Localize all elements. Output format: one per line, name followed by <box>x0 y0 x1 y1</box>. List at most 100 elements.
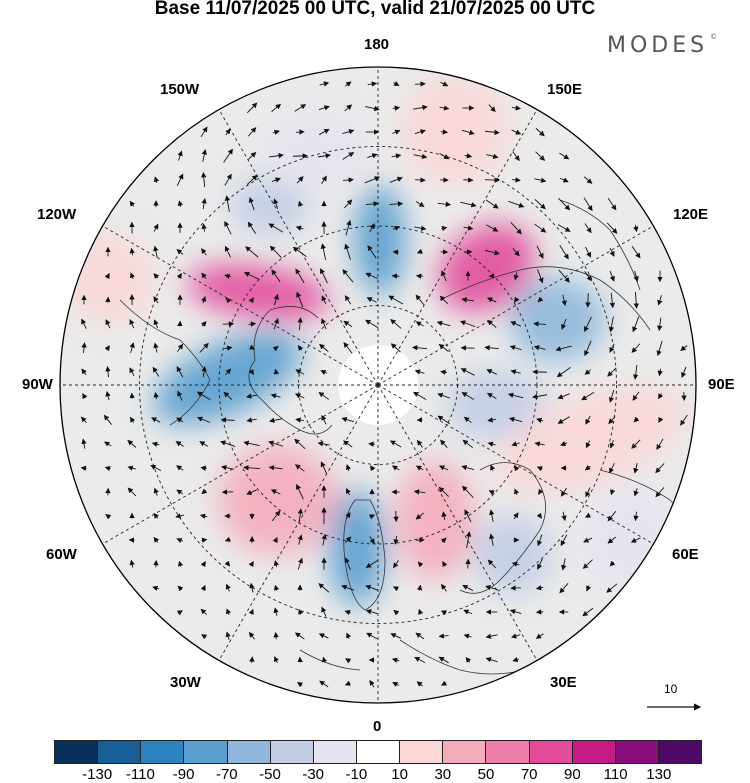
wind-vector <box>514 488 520 495</box>
wind-vector <box>246 174 258 185</box>
wind-vector <box>582 559 593 569</box>
wind-vector <box>224 195 231 212</box>
lon-label-90e: 90E <box>708 376 735 393</box>
wind-vector <box>537 269 544 284</box>
wind-vector <box>273 198 279 209</box>
wind-vector <box>511 633 521 639</box>
wind-vector <box>514 296 520 303</box>
wind-vector <box>533 321 547 327</box>
wind-vector <box>633 488 639 497</box>
coastline <box>559 199 641 291</box>
wind-vector <box>508 416 523 423</box>
meridian-line <box>377 109 538 386</box>
wind-vector <box>105 366 111 378</box>
wind-vector <box>297 508 303 523</box>
wind-vector <box>176 273 182 280</box>
wind-vector <box>321 656 328 663</box>
wind-vector <box>510 369 521 375</box>
legend-tick-label: -50 <box>259 766 281 783</box>
wind-vector <box>201 248 207 256</box>
wind-vector <box>321 606 327 617</box>
wind-vector <box>248 344 255 350</box>
wind-vector <box>608 416 616 425</box>
wind-vector <box>368 441 375 447</box>
blob-east-asia-negative <box>509 278 605 362</box>
legend-tick-label: 90 <box>564 766 581 783</box>
wind-vector <box>129 367 135 377</box>
wind-vector <box>201 634 208 640</box>
wind-vector <box>461 485 474 499</box>
legend-tick-label: -30 <box>302 766 325 783</box>
wind-vector <box>175 513 185 519</box>
wind-vector <box>104 272 110 279</box>
wind-vector <box>81 438 87 449</box>
blob-caspian-negative <box>472 515 552 595</box>
wind-vector <box>365 584 379 591</box>
wind-vector <box>440 129 449 135</box>
wind-vector <box>633 416 640 423</box>
lon-label-120e: 120E <box>673 206 709 223</box>
wind-vector <box>393 560 399 569</box>
wind-vector <box>369 536 375 545</box>
wind-vector <box>462 439 474 449</box>
wind-vector <box>536 512 543 519</box>
wind-vector <box>152 366 160 377</box>
latitude-circle <box>139 146 617 624</box>
wind-vector <box>320 370 328 375</box>
wind-vector <box>225 368 232 376</box>
wind-vector <box>485 129 500 135</box>
wind-vector <box>535 127 545 137</box>
wind-vector <box>585 415 591 425</box>
wind-vector <box>342 269 354 283</box>
wind-vector <box>176 610 183 616</box>
wind-vector <box>243 440 260 447</box>
legend-swatch <box>658 741 702 763</box>
wind-vector <box>369 223 375 233</box>
wind-vector <box>367 245 377 259</box>
wind-vector <box>390 343 401 353</box>
legend-swatch <box>486 741 530 763</box>
wind-vector <box>153 536 160 543</box>
wind-vector <box>534 177 547 183</box>
wind-vector <box>486 224 499 232</box>
wind-vector <box>321 175 327 184</box>
wind-vector <box>418 608 424 615</box>
legend-tick-label: 10 <box>391 766 408 783</box>
wind-vector <box>365 105 380 112</box>
wind-vector <box>246 489 258 495</box>
wind-vector <box>225 128 231 136</box>
wind-vector <box>440 369 448 375</box>
wind-vector <box>201 488 208 495</box>
wind-vector <box>105 391 111 401</box>
wind-vector <box>609 560 616 567</box>
wind-vector <box>607 367 617 377</box>
wind-vector <box>462 129 475 136</box>
wind-vector <box>415 81 426 87</box>
wind-vector <box>226 608 232 615</box>
wind-vector <box>415 512 424 520</box>
wind-vector <box>439 152 450 160</box>
wind-vector <box>558 197 571 211</box>
wind-vector <box>559 583 569 594</box>
wind-vector <box>412 345 428 351</box>
wind-vector <box>343 342 353 354</box>
wind-vector <box>632 364 639 380</box>
wind-vector <box>558 269 570 283</box>
wind-vector <box>246 393 258 399</box>
wind-vector <box>297 557 303 570</box>
wind-vector <box>344 536 352 544</box>
wind-vector <box>248 297 254 304</box>
lon-label-0: 0 <box>373 718 382 735</box>
wind-vector <box>535 633 544 639</box>
blob-alaska-negative <box>230 175 310 235</box>
wind-vector <box>415 201 425 207</box>
wind-vector <box>243 272 260 280</box>
wind-vector <box>414 129 426 135</box>
wind-vector <box>441 270 447 282</box>
wind-vector <box>224 245 231 258</box>
blob-pacific-negative <box>255 110 375 190</box>
wind-vector <box>391 153 402 159</box>
wind-vector <box>153 342 159 353</box>
wind-vector <box>105 319 111 329</box>
wind-vector <box>294 464 305 472</box>
